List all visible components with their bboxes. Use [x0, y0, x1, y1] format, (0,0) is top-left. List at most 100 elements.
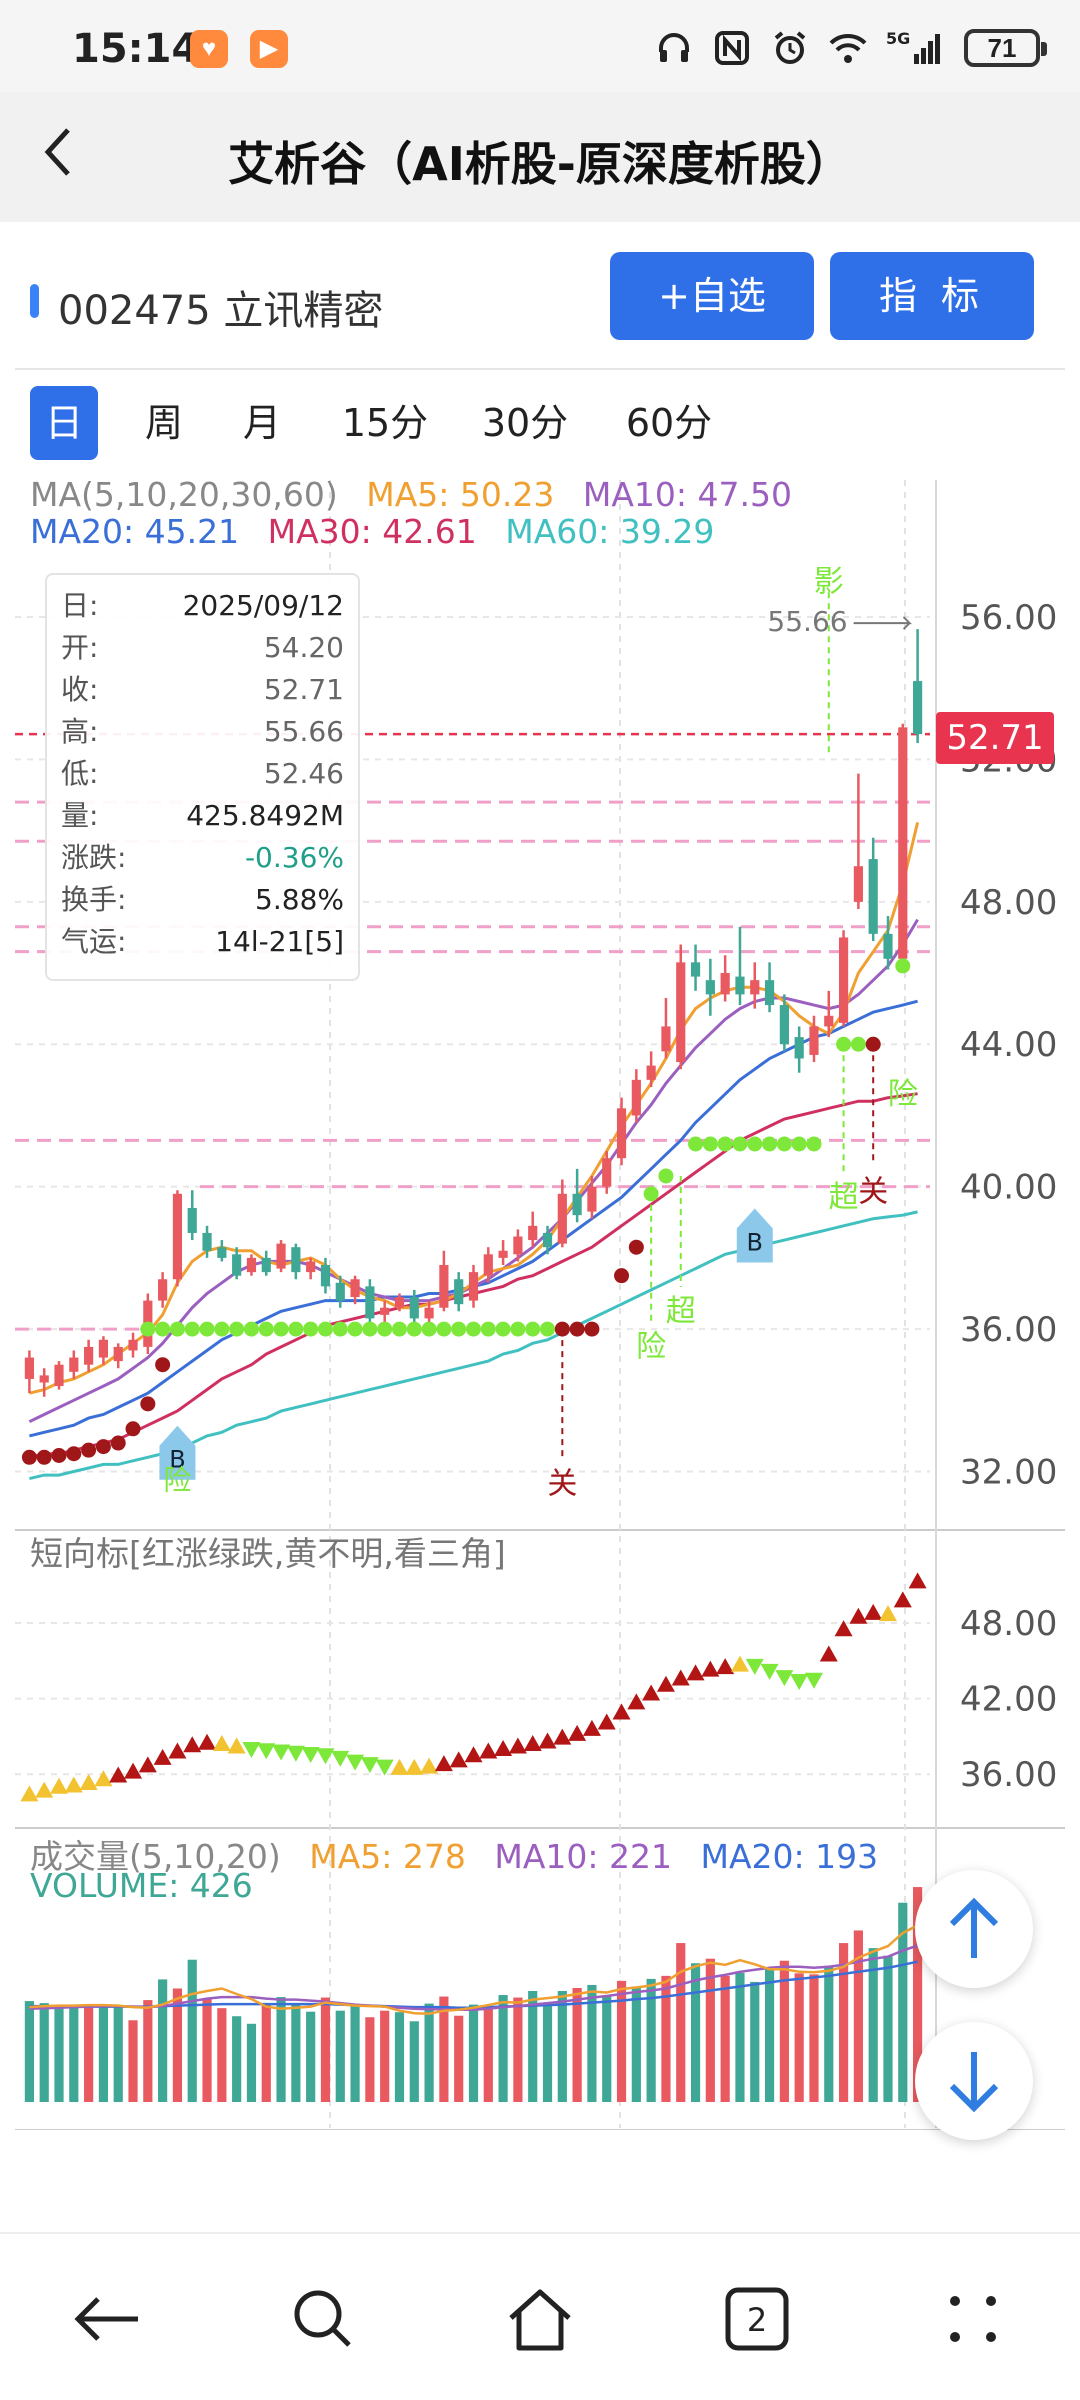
candle-body — [853, 866, 863, 902]
signal-dot-green — [421, 1321, 437, 1337]
short-indicator-triangle — [878, 1605, 897, 1622]
volume-bar — [394, 2012, 405, 2102]
volume-bar — [424, 2003, 434, 2102]
y-tick-label: 32.00 — [960, 1453, 1057, 1493]
signal-dot-green — [303, 1321, 319, 1337]
volume-bar — [764, 1968, 775, 2102]
volume-bar — [602, 1996, 612, 2102]
ma-legend-label: MA(5,10,20,30,60) — [30, 475, 338, 514]
signal-dot-green — [377, 1321, 393, 1337]
ma5-value: MA5: 50.23 — [366, 475, 555, 514]
short-indicator-triangle — [775, 1670, 794, 1687]
tab-month[interactable]: 月 — [242, 401, 281, 445]
signal-dot-green — [688, 1136, 704, 1152]
nav-tabs-button[interactable]: 2 — [712, 2274, 802, 2364]
buy-signal-marker — [736, 1208, 773, 1263]
signal-dot-green — [273, 1321, 289, 1337]
signal-dot-green — [317, 1321, 333, 1337]
volume-ma5-line — [29, 1924, 919, 2015]
candle-body — [261, 1257, 271, 1273]
volume-legend-label: 成交量(5,10,20) — [30, 1837, 281, 1876]
candle-body — [528, 1225, 538, 1241]
tab-week[interactable]: 周 — [144, 401, 183, 445]
indicator-button[interactable]: 指 标 — [830, 252, 1034, 340]
short-indicator-triangle — [198, 1733, 217, 1750]
volume-bar — [202, 1998, 212, 2102]
info-row-low: 低: 52.46 — [61, 757, 344, 790]
candle-body — [291, 1247, 301, 1273]
short-indicator-triangle — [64, 1776, 83, 1793]
candle-body — [24, 1357, 34, 1379]
candle-body — [69, 1357, 79, 1372]
arrow-up-icon — [949, 1897, 999, 1958]
signal-dot-green — [510, 1321, 526, 1337]
volume-bar — [454, 2015, 464, 2102]
vol-ma5: MA5: 278 — [309, 1837, 466, 1876]
signal-dot-green — [229, 1321, 245, 1337]
candle-body — [202, 1232, 212, 1251]
short-indicator-triangle — [834, 1620, 853, 1637]
candle-body — [602, 1158, 612, 1187]
info-row-close: 收: 52.71 — [61, 673, 344, 706]
short-indicator-triangle — [227, 1737, 246, 1754]
volume-bar — [128, 2020, 138, 2102]
tab-15min[interactable]: 15分 — [341, 401, 429, 445]
nav-menu-button[interactable] — [928, 2274, 1018, 2364]
volume-bar — [84, 2004, 94, 2102]
candle-body — [631, 1079, 641, 1116]
volume-bar — [409, 2021, 419, 2102]
vol-ma10: MA10: 221 — [494, 1837, 672, 1876]
tab-60min[interactable]: 60分 — [625, 401, 713, 445]
signal-dot-green — [332, 1321, 348, 1337]
volume-bar — [291, 2003, 301, 2102]
signal-dot-red — [95, 1439, 111, 1455]
arrow-down-icon — [949, 2052, 999, 2113]
volume-bar — [98, 2007, 109, 2102]
short-indicator-triangle — [390, 1758, 409, 1775]
candle-body — [794, 1037, 804, 1059]
signal-dot-green — [658, 1168, 674, 1184]
volume-bar — [794, 1973, 804, 2102]
signal-dot-green — [702, 1136, 718, 1152]
nav-search-button[interactable] — [278, 2274, 368, 2364]
volume-bar — [350, 2005, 360, 2102]
volume-bar — [439, 1996, 449, 2102]
candle-body — [98, 1339, 109, 1358]
signal-tag-label: 影 — [814, 564, 844, 599]
volume-bar — [276, 1997, 286, 2102]
candle-body — [883, 933, 893, 959]
volume-bar — [646, 1978, 656, 2102]
volume-bar — [158, 1979, 168, 2102]
nav-back-button[interactable] — [62, 2274, 152, 2364]
short-indicator-triangle — [494, 1740, 513, 1756]
short-indicator-triangle — [434, 1755, 453, 1772]
short-indicator-triangle — [597, 1713, 616, 1730]
candle-body — [587, 1186, 597, 1212]
y-tick-label: 48.00 — [960, 1604, 1057, 1644]
current-price-tag: 52.71 — [936, 712, 1054, 764]
candle-body — [868, 859, 878, 934]
volume-bar — [483, 2006, 493, 2102]
scroll-up-button[interactable] — [915, 1870, 1033, 1988]
tab-day[interactable]: 日 — [30, 386, 98, 460]
add-watchlist-button[interactable]: +自选 — [610, 252, 814, 340]
candle-body — [676, 962, 686, 1063]
candle-body — [39, 1375, 49, 1383]
short-indicator-triangle — [523, 1734, 542, 1751]
signal-dot-green — [243, 1321, 259, 1337]
volume-bar — [898, 1902, 908, 2102]
volume-bar — [735, 1972, 745, 2102]
signal-dot-green — [184, 1321, 200, 1337]
stock-marker — [30, 284, 39, 318]
signal-tag-label: 超 — [666, 1294, 696, 1329]
buy-signal-label: B — [169, 1446, 185, 1474]
scroll-down-button[interactable] — [915, 2022, 1033, 2140]
nav-home-button[interactable] — [495, 2274, 585, 2364]
tab-30min[interactable]: 30分 — [481, 401, 569, 445]
candle-body — [454, 1279, 464, 1305]
short-indicator-triangle — [405, 1758, 424, 1775]
high-price-label: 55.66 — [767, 605, 847, 638]
back-button[interactable] — [38, 122, 98, 192]
info-row-turnover: 换手: 5.88% — [61, 883, 344, 916]
short-indicator-triangle — [301, 1747, 320, 1764]
